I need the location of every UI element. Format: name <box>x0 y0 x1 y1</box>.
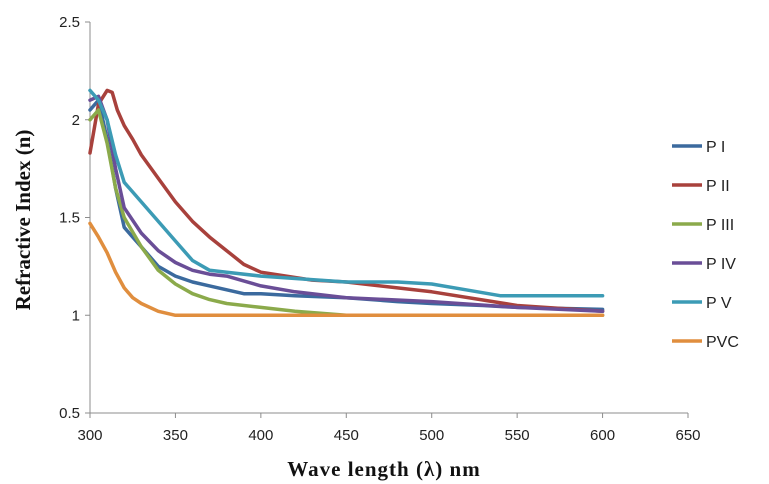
series-line-p-iii <box>88 108 605 318</box>
legend-label: P II <box>706 178 730 195</box>
y-tick-label: 1.5 <box>59 210 80 227</box>
y-tick-group: 0.5 1 1.5 2 2.5 <box>59 14 90 422</box>
legend: P I P II P III P IV P V PVC <box>672 139 739 351</box>
y-tick-label: 2.5 <box>59 14 80 31</box>
x-tick-label: 400 <box>248 427 273 444</box>
y-axis-title: Refractive Index (n) <box>11 130 35 311</box>
y-tick-label: 0.5 <box>59 405 80 422</box>
series-line-pvc <box>88 221 605 318</box>
legend-label: P IV <box>706 256 736 273</box>
legend-label: PVC <box>706 334 739 351</box>
legend-label: P III <box>706 217 734 234</box>
series-group <box>88 88 605 318</box>
x-tick-label: 500 <box>419 427 444 444</box>
x-axis-title: Wave length (λ) nm <box>287 457 480 481</box>
x-tick-label: 350 <box>163 427 188 444</box>
x-tick-label: 450 <box>334 427 359 444</box>
legend-label: P V <box>706 295 732 312</box>
x-tick-label: 550 <box>505 427 530 444</box>
x-tick-label: 300 <box>77 427 102 444</box>
x-tick-label: 650 <box>675 427 700 444</box>
x-tick-label: 600 <box>590 427 615 444</box>
series-line-p-iv <box>88 94 605 314</box>
series-line-p-v <box>88 88 605 298</box>
legend-label: P I <box>706 139 725 156</box>
x-tick-group: 300 350 400 450 500 550 600 650 <box>77 413 701 444</box>
y-tick-label: 2 <box>72 112 80 129</box>
y-tick-label: 1 <box>72 307 80 324</box>
